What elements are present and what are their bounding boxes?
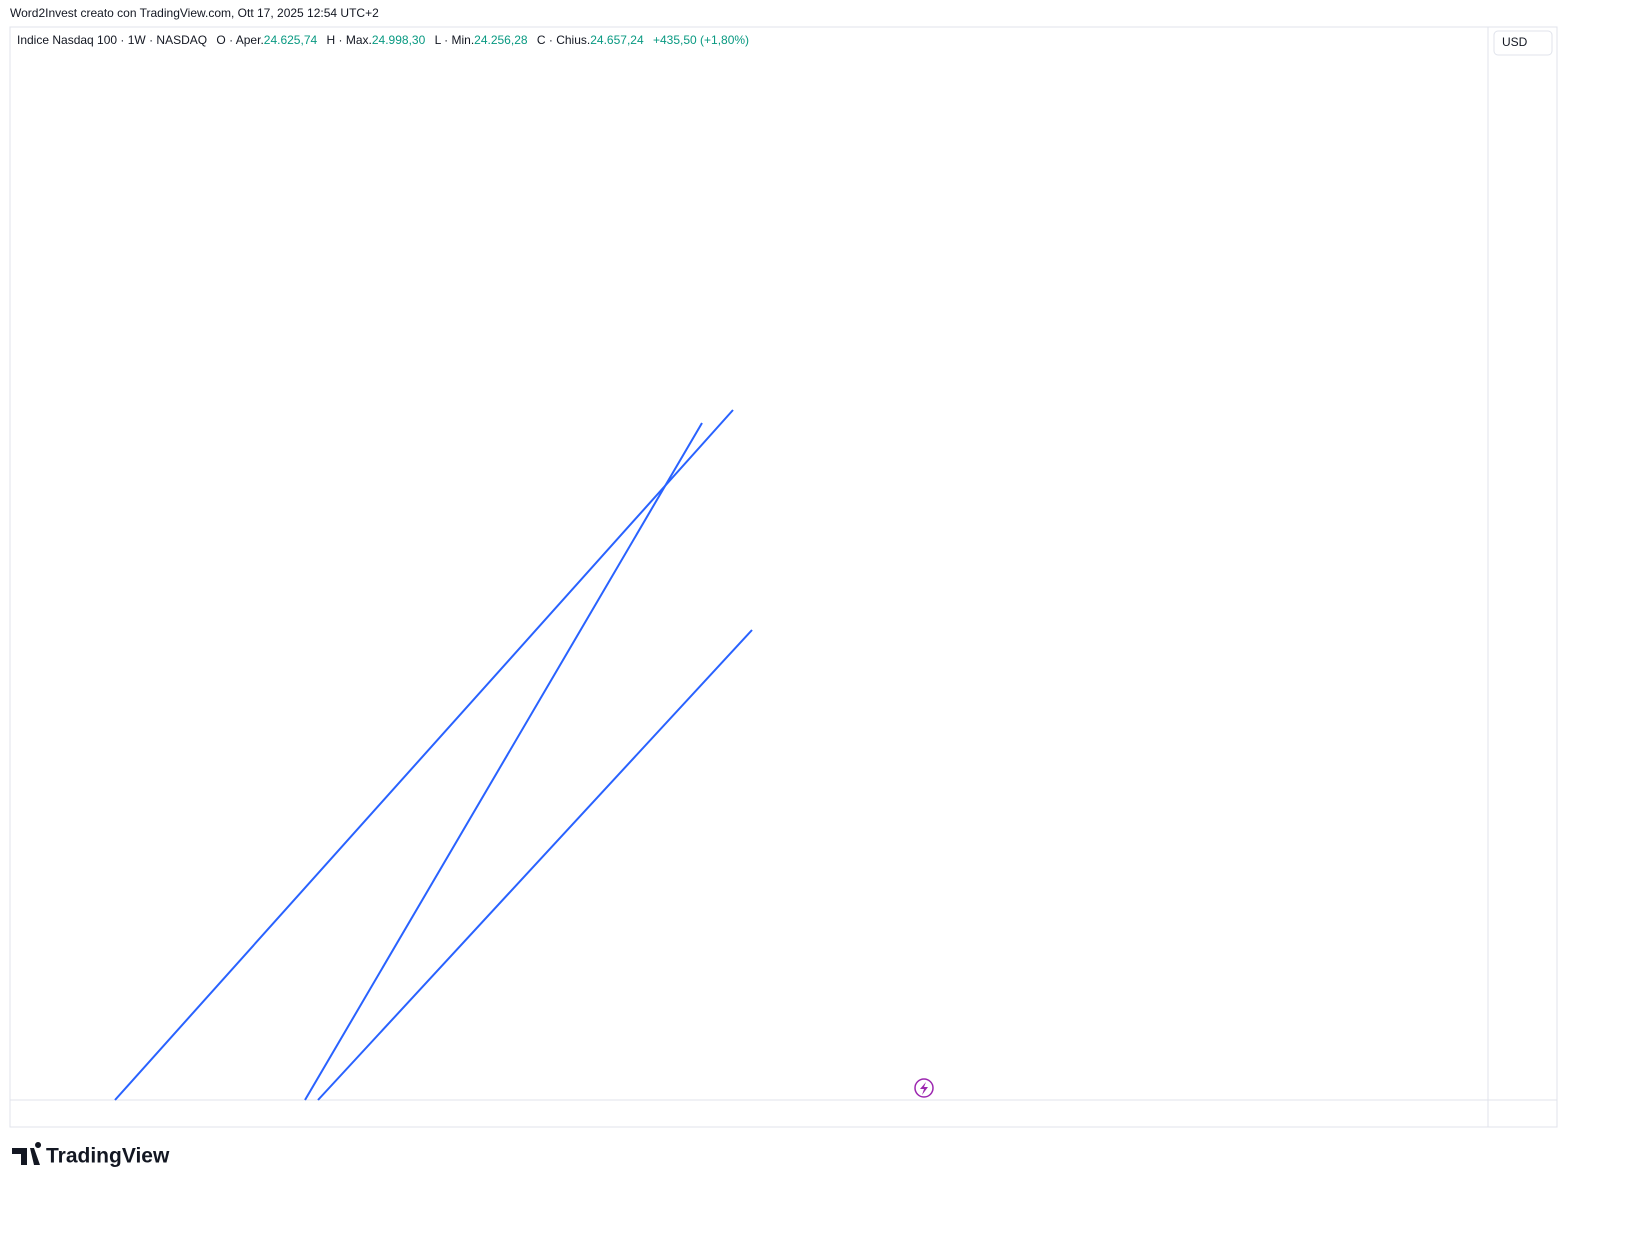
change: +435,50 (+1,80%) bbox=[653, 33, 749, 47]
value: 24.998,30 bbox=[372, 33, 426, 47]
label: L · Min. bbox=[435, 33, 475, 47]
label: C · Chius. bbox=[537, 33, 590, 47]
header: Indice Nasdaq 100 · 1W · NASDAQ O · Aper… bbox=[17, 33, 749, 47]
label: H · Max. bbox=[327, 33, 372, 47]
label: O · Aper. bbox=[216, 33, 263, 47]
value: 24.625,74 bbox=[264, 33, 318, 47]
chart-frame bbox=[9, 26, 1558, 1128]
logo bbox=[12, 1142, 42, 1165]
trendline bbox=[304, 422, 703, 1101]
value: 24.657,24 bbox=[590, 33, 644, 47]
drawings bbox=[114, 409, 753, 1101]
trendline bbox=[114, 409, 734, 1101]
top-note: Word2Invest creato con TradingView.com, … bbox=[10, 6, 379, 20]
trendline bbox=[317, 629, 753, 1101]
symbol: Indice Nasdaq 100 · 1W · NASDAQ bbox=[17, 33, 207, 47]
brand: TradingView bbox=[46, 1145, 170, 1168]
event-icon-bolt bbox=[920, 1082, 928, 1095]
currency-button[interactable] bbox=[1493, 30, 1553, 56]
currency[interactable]: USD bbox=[1502, 35, 1528, 49]
value: 24.256,28 bbox=[474, 33, 528, 47]
